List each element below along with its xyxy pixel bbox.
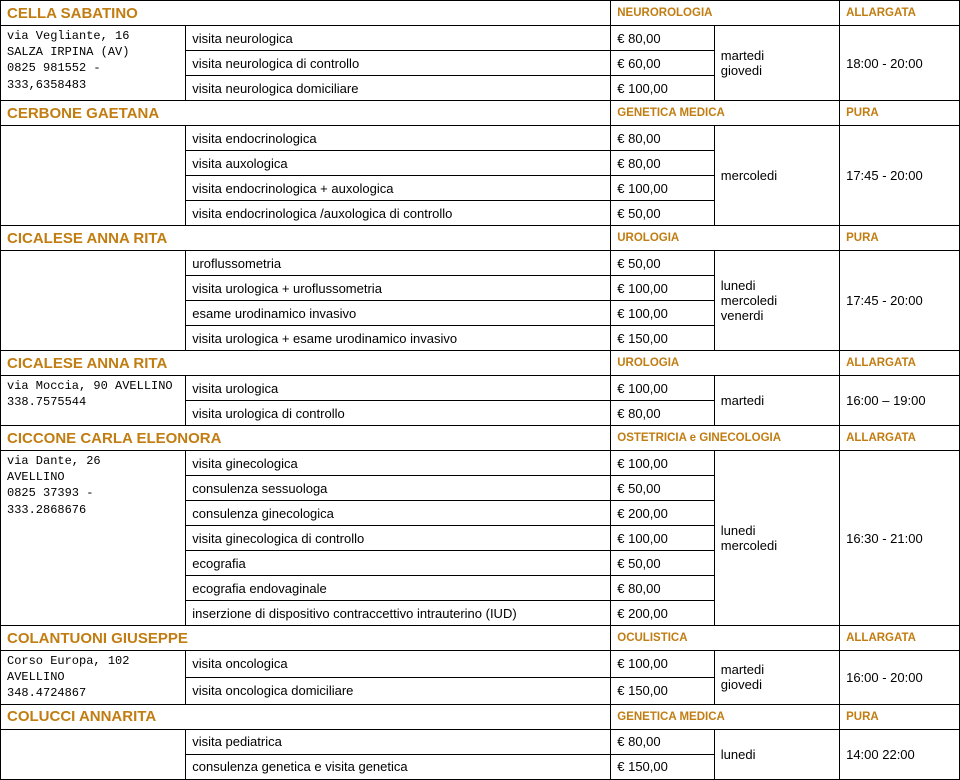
service-price: € 80,00 <box>611 151 715 176</box>
doctor-mode: ALLARGATA <box>840 351 960 376</box>
doctor-days: martedi <box>714 376 839 426</box>
doctor-name: CELLA SABATINO <box>1 1 611 26</box>
service-label: visita neurologica <box>186 26 611 51</box>
service-label: visita urologica + uroflussometria <box>186 276 611 301</box>
service-price: € 200,00 <box>611 601 715 626</box>
doctor-days: martedi giovedi <box>714 651 839 705</box>
doctor-address: via Vegliante, 16 SALZA IRPINA (AV) 0825… <box>1 26 186 101</box>
service-price: € 150,00 <box>611 754 715 779</box>
doctor-address: Corso Europa, 102 AVELLINO 348.4724867 <box>1 651 186 705</box>
doctor-name: COLUCCI ANNARITA <box>1 704 611 729</box>
service-label: visita ginecologica di controllo <box>186 526 611 551</box>
service-price: € 50,00 <box>611 476 715 501</box>
doctor-hours: 17:45 - 20:00 <box>840 251 960 351</box>
service-price: € 100,00 <box>611 301 715 326</box>
doctor-days: mercoledi <box>714 126 839 226</box>
service-label: consulenza ginecologica <box>186 501 611 526</box>
doctor-specialty: OSTETRICIA e GINECOLOGIA <box>611 426 840 451</box>
service-label: visita pediatrica <box>186 729 611 754</box>
service-label: visita endocrinologica + auxologica <box>186 176 611 201</box>
service-price: € 100,00 <box>611 76 715 101</box>
doctor-hours: 16:00 – 19:00 <box>840 376 960 426</box>
service-price: € 200,00 <box>611 501 715 526</box>
service-label: visita oncologica <box>186 651 611 678</box>
doctor-specialty: GENETICA MEDICA <box>611 704 840 729</box>
service-label: visita auxologica <box>186 151 611 176</box>
doctor-specialty: OCULISTICA <box>611 626 840 651</box>
service-price: € 80,00 <box>611 729 715 754</box>
doctor-address <box>1 251 186 351</box>
service-price: € 80,00 <box>611 126 715 151</box>
doctor-hours: 14:00 22:00 <box>840 729 960 779</box>
service-label: visita neurologica domiciliare <box>186 76 611 101</box>
service-price: € 150,00 <box>611 326 715 351</box>
service-price: € 80,00 <box>611 26 715 51</box>
service-label: consulenza sessuologa <box>186 476 611 501</box>
service-label: visita urologica + esame urodinamico inv… <box>186 326 611 351</box>
doctor-hours: 16:30 - 21:00 <box>840 451 960 626</box>
doctor-mode: PURA <box>840 226 960 251</box>
doctors-table: CELLA SABATINONEUROROLOGIAALLARGATAvia V… <box>0 0 960 780</box>
service-label: visita endocrinologica <box>186 126 611 151</box>
doctor-name: CICCONE CARLA ELEONORA <box>1 426 611 451</box>
doctor-address <box>1 126 186 226</box>
doctor-mode: ALLARGATA <box>840 426 960 451</box>
doctor-hours: 16:00 - 20:00 <box>840 651 960 705</box>
doctor-days: martedi giovedi <box>714 26 839 101</box>
doctor-days: lunedi mercoledi <box>714 451 839 626</box>
service-label: ecografia <box>186 551 611 576</box>
service-price: € 100,00 <box>611 651 715 678</box>
doctor-specialty: UROLOGIA <box>611 351 840 376</box>
doctor-address: via Dante, 26 AVELLINO 0825 37393 - 333.… <box>1 451 186 626</box>
doctor-specialty: GENETICA MEDICA <box>611 101 840 126</box>
doctor-specialty: UROLOGIA <box>611 226 840 251</box>
doctor-mode: PURA <box>840 101 960 126</box>
doctor-mode: ALLARGATA <box>840 626 960 651</box>
service-price: € 80,00 <box>611 401 715 426</box>
service-price: € 50,00 <box>611 201 715 226</box>
service-price: € 100,00 <box>611 376 715 401</box>
service-price: € 150,00 <box>611 677 715 704</box>
doctor-hours: 18:00 - 20:00 <box>840 26 960 101</box>
service-label: visita urologica <box>186 376 611 401</box>
service-label: consulenza genetica e visita genetica <box>186 754 611 779</box>
service-price: € 80,00 <box>611 576 715 601</box>
service-price: € 60,00 <box>611 51 715 76</box>
doctor-name: CICALESE ANNA RITA <box>1 226 611 251</box>
service-label: visita oncologica domiciliare <box>186 677 611 704</box>
doctor-days: lunedi mercoledi venerdi <box>714 251 839 351</box>
doctor-mode: ALLARGATA <box>840 1 960 26</box>
service-price: € 100,00 <box>611 526 715 551</box>
service-label: visita endocrinologica /auxologica di co… <box>186 201 611 226</box>
doctor-specialty: NEUROROLOGIA <box>611 1 840 26</box>
doctor-hours: 17:45 - 20:00 <box>840 126 960 226</box>
service-price: € 50,00 <box>611 551 715 576</box>
service-label: ecografia endovaginale <box>186 576 611 601</box>
doctor-name: COLANTUONI GIUSEPPE <box>1 626 611 651</box>
service-price: € 100,00 <box>611 451 715 476</box>
service-label: uroflussometria <box>186 251 611 276</box>
service-label: esame urodinamico invasivo <box>186 301 611 326</box>
service-label: visita ginecologica <box>186 451 611 476</box>
service-price: € 50,00 <box>611 251 715 276</box>
service-label: inserzione di dispositivo contraccettivo… <box>186 601 611 626</box>
doctor-address: via Moccia, 90 AVELLINO 338.7575544 <box>1 376 186 426</box>
service-price: € 100,00 <box>611 176 715 201</box>
doctor-name: CERBONE GAETANA <box>1 101 611 126</box>
service-price: € 100,00 <box>611 276 715 301</box>
doctor-days: lunedi <box>714 729 839 779</box>
service-label: visita neurologica di controllo <box>186 51 611 76</box>
doctor-mode: PURA <box>840 704 960 729</box>
doctor-name: CICALESE ANNA RITA <box>1 351 611 376</box>
doctor-address <box>1 729 186 779</box>
service-label: visita urologica di controllo <box>186 401 611 426</box>
